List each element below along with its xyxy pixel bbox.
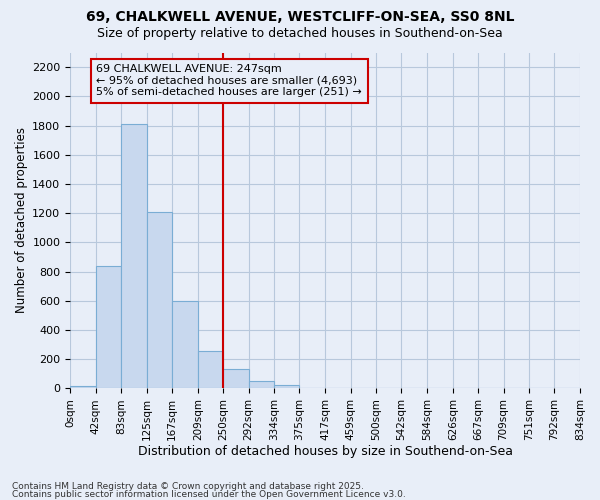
Bar (96, 266, 121, 388)
Text: 69, CHALKWELL AVENUE, WESTCLIFF-ON-SEA, SS0 8NL: 69, CHALKWELL AVENUE, WESTCLIFF-ON-SEA, … (86, 10, 514, 24)
Y-axis label: Number of detached properties: Number of detached properties (15, 128, 28, 314)
Bar (274, 385, 299, 388)
Bar (70, 386, 96, 388)
Bar (198, 351, 223, 389)
Bar (146, 212, 172, 388)
Bar (248, 381, 274, 388)
Text: 69 CHALKWELL AVENUE: 247sqm
← 95% of detached houses are smaller (4,693)
5% of s: 69 CHALKWELL AVENUE: 247sqm ← 95% of det… (97, 64, 362, 98)
Bar (121, 124, 146, 388)
Text: Contains HM Land Registry data © Crown copyright and database right 2025.: Contains HM Land Registry data © Crown c… (12, 482, 364, 491)
Bar (172, 301, 198, 388)
Text: Size of property relative to detached houses in Southend-on-Sea: Size of property relative to detached ho… (97, 28, 503, 40)
X-axis label: Distribution of detached houses by size in Southend-on-Sea: Distribution of detached houses by size … (137, 444, 512, 458)
Bar (223, 370, 248, 388)
Text: Contains public sector information licensed under the Open Government Licence v3: Contains public sector information licen… (12, 490, 406, 499)
